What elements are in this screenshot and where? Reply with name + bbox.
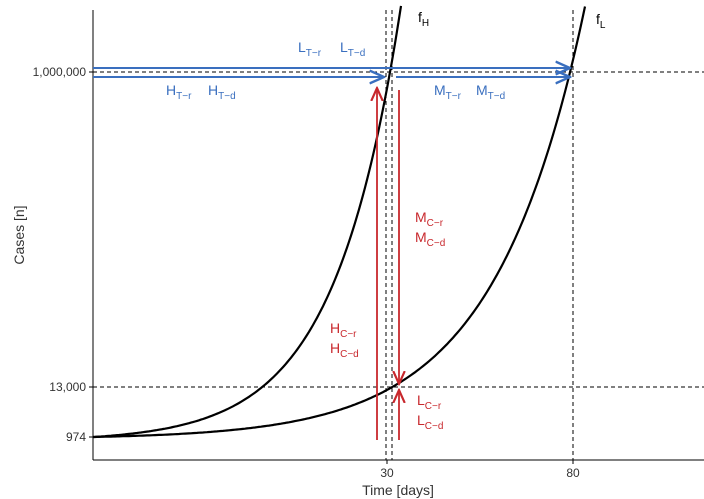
annotation: HC−d	[330, 340, 359, 360]
label-base: M	[476, 82, 488, 98]
annotation: HT−d	[208, 82, 236, 102]
annotation: fH	[418, 9, 429, 29]
label-base: H	[166, 82, 176, 98]
curve-l	[93, 6, 587, 439]
label-sub: C−r	[425, 401, 442, 412]
label-base: H	[330, 320, 340, 336]
annotation: MT−d	[476, 82, 505, 102]
annotation: fL	[596, 11, 606, 31]
guides	[93, 10, 704, 460]
label-base: H	[208, 82, 218, 98]
annotation: MC−r	[415, 209, 444, 229]
x-axis-label: Time [days]	[362, 482, 434, 498]
annotation: LC−r	[417, 392, 442, 412]
annotation: MC−d	[415, 229, 445, 249]
y-tick-label: 974	[66, 430, 86, 444]
label-sub: C−d	[427, 238, 446, 249]
annotation: LT−d	[340, 39, 365, 59]
label-base: f	[596, 11, 600, 27]
label-base: L	[340, 39, 348, 55]
label-base: L	[417, 412, 425, 428]
label-sub: L	[600, 20, 606, 31]
label-sub: T−r	[446, 91, 462, 102]
red-arrows	[377, 88, 399, 440]
y-tick-label: 1,000,000	[33, 65, 87, 79]
x-tick-label: 80	[566, 466, 580, 480]
label-sub: T−d	[488, 91, 506, 102]
y-tick-label: 13,000	[49, 380, 86, 394]
annotation: LC−d	[417, 412, 443, 432]
label-base: L	[298, 39, 306, 55]
label-sub: T−r	[306, 48, 322, 59]
annotation: HC−r	[330, 320, 357, 340]
label-sub: T−d	[348, 48, 366, 59]
ticks	[89, 71, 574, 464]
label-sub: C−d	[340, 349, 359, 360]
label-base: M	[434, 82, 446, 98]
annotation: LT−r	[298, 39, 322, 59]
label-sub: T−r	[176, 91, 192, 102]
label-base: M	[415, 229, 427, 245]
label-base: H	[330, 340, 340, 356]
annotation: MT−r	[434, 82, 462, 102]
label-sub: C−r	[427, 218, 444, 229]
blue-arrows	[93, 68, 570, 77]
y-axis-label: Cases [n]	[11, 205, 27, 264]
curve-h	[92, 5, 403, 439]
x-tick-label: 30	[380, 466, 394, 480]
label-base: M	[415, 209, 427, 225]
annotation: HT−r	[166, 82, 192, 102]
label-sub: H	[422, 18, 429, 29]
label-sub: C−d	[425, 421, 444, 432]
label-base: L	[417, 392, 425, 408]
label-sub: C−r	[340, 329, 357, 340]
label-sub: T−d	[218, 91, 236, 102]
label-base: f	[418, 9, 422, 25]
